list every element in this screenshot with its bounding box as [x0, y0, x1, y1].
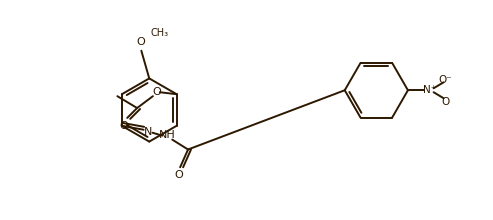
Text: N⁺: N⁺ [423, 85, 436, 95]
Text: NH: NH [159, 130, 176, 140]
Text: O: O [119, 121, 128, 131]
Text: O: O [136, 37, 145, 47]
Text: N: N [144, 127, 153, 137]
Text: O: O [441, 97, 450, 107]
Text: O⁻: O⁻ [439, 75, 453, 85]
Text: O: O [175, 170, 183, 180]
Text: O: O [152, 87, 161, 97]
Text: CH₃: CH₃ [150, 28, 168, 38]
